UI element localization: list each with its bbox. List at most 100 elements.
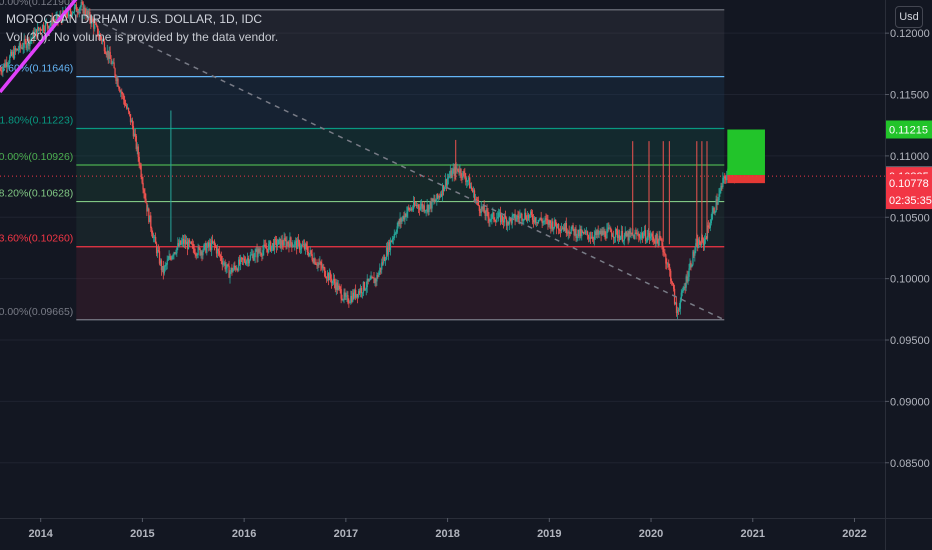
candle-body bbox=[364, 289, 366, 291]
candle-body bbox=[49, 23, 51, 26]
candle-body bbox=[17, 50, 20, 51]
candle-body bbox=[392, 237, 395, 240]
candle-body bbox=[84, 7, 86, 14]
candle-body bbox=[686, 276, 688, 282]
candle-body bbox=[263, 244, 265, 251]
candle-body bbox=[193, 248, 195, 254]
candle-body bbox=[5, 62, 7, 68]
candle-body bbox=[156, 249, 159, 254]
candle-body bbox=[472, 190, 475, 193]
candle-body bbox=[388, 242, 391, 251]
currency-button[interactable]: Usd bbox=[895, 6, 923, 28]
candle-body bbox=[485, 209, 487, 216]
candle-body bbox=[543, 221, 545, 222]
candle-body bbox=[637, 233, 639, 235]
price-badge bbox=[886, 191, 932, 210]
candle-body bbox=[428, 204, 430, 212]
candle-body bbox=[724, 176, 726, 179]
candle-body bbox=[439, 196, 441, 198]
candle-body bbox=[237, 268, 239, 271]
candle-body bbox=[377, 275, 379, 277]
candle-body bbox=[56, 14, 58, 18]
candle-body bbox=[321, 265, 323, 269]
candle-body bbox=[591, 236, 594, 239]
candle-body bbox=[272, 243, 275, 250]
candle-body bbox=[97, 34, 100, 36]
candle-body bbox=[369, 279, 371, 281]
candle-body bbox=[555, 219, 557, 226]
candle-body bbox=[274, 239, 277, 240]
candle-body bbox=[275, 239, 278, 247]
candle-body bbox=[631, 232, 633, 235]
candle-body bbox=[342, 299, 344, 301]
candle-body bbox=[503, 215, 506, 223]
candle-body bbox=[232, 269, 234, 273]
candle-body bbox=[90, 20, 92, 24]
candle-body bbox=[204, 243, 206, 245]
candle-body bbox=[663, 252, 665, 253]
candle-body bbox=[162, 265, 165, 274]
candle-body bbox=[526, 218, 528, 221]
fibonacci-retracement: 0.00%(0.09665) 23.60%(0.10260) 38.20%(0.10… bbox=[0, 0, 725, 321]
candle-body bbox=[432, 198, 434, 202]
candle-body bbox=[532, 219, 535, 223]
candle-body bbox=[270, 245, 273, 251]
candle-body bbox=[662, 245, 664, 253]
candle-body bbox=[171, 256, 173, 260]
candle-body bbox=[481, 206, 483, 210]
candle-body bbox=[255, 249, 257, 252]
candle-body bbox=[688, 268, 690, 277]
candle-body bbox=[545, 218, 547, 220]
candle-body bbox=[354, 289, 356, 298]
candle-body bbox=[598, 232, 600, 235]
fib-level-label: 100.00%(0.12190) bbox=[0, 0, 73, 8]
candle-body bbox=[541, 220, 543, 224]
candle-body bbox=[630, 232, 632, 234]
candle-body bbox=[93, 21, 95, 29]
candle-body bbox=[219, 254, 222, 256]
candle-body bbox=[249, 255, 251, 261]
candle-body bbox=[251, 254, 253, 256]
candle-body bbox=[243, 258, 246, 262]
candle-body bbox=[313, 258, 315, 263]
candle-body bbox=[383, 257, 385, 264]
candle-body bbox=[553, 227, 555, 230]
candle-body bbox=[376, 275, 378, 282]
candle-body bbox=[38, 26, 40, 30]
candle-body bbox=[705, 237, 708, 239]
fib-zone bbox=[76, 9, 725, 77]
candle-body bbox=[290, 237, 292, 243]
candle-body bbox=[345, 295, 347, 297]
candle-body bbox=[212, 241, 215, 243]
candle-body bbox=[653, 240, 655, 242]
candle-body bbox=[375, 278, 377, 282]
candle-body bbox=[96, 24, 98, 26]
candle-body bbox=[405, 213, 407, 217]
symbol-title[interactable]: MOROCCAN DIRHAM / U.S. DOLLAR, 1D, IDC bbox=[6, 12, 263, 26]
position-target-zone bbox=[727, 129, 765, 176]
candle-body bbox=[34, 32, 36, 40]
candle-body bbox=[499, 212, 501, 214]
candle-body bbox=[306, 246, 309, 253]
candle-body bbox=[347, 295, 349, 303]
candle-body bbox=[280, 240, 282, 248]
candle-body bbox=[226, 264, 228, 268]
candle-body bbox=[117, 78, 119, 87]
candle-body bbox=[300, 245, 303, 249]
candle-body bbox=[554, 219, 556, 228]
candle-body bbox=[650, 233, 653, 237]
candle-body bbox=[113, 62, 115, 69]
candle-body bbox=[157, 249, 160, 252]
candle-body bbox=[24, 39, 26, 41]
candle-body bbox=[277, 239, 280, 245]
candle-body bbox=[40, 30, 43, 31]
candle-body bbox=[317, 263, 319, 266]
candle-body bbox=[691, 264, 693, 267]
candle-body bbox=[599, 230, 601, 233]
candle-body bbox=[561, 228, 564, 230]
candle-body bbox=[540, 217, 542, 221]
candle-body bbox=[29, 40, 31, 46]
candle-body bbox=[131, 120, 134, 127]
